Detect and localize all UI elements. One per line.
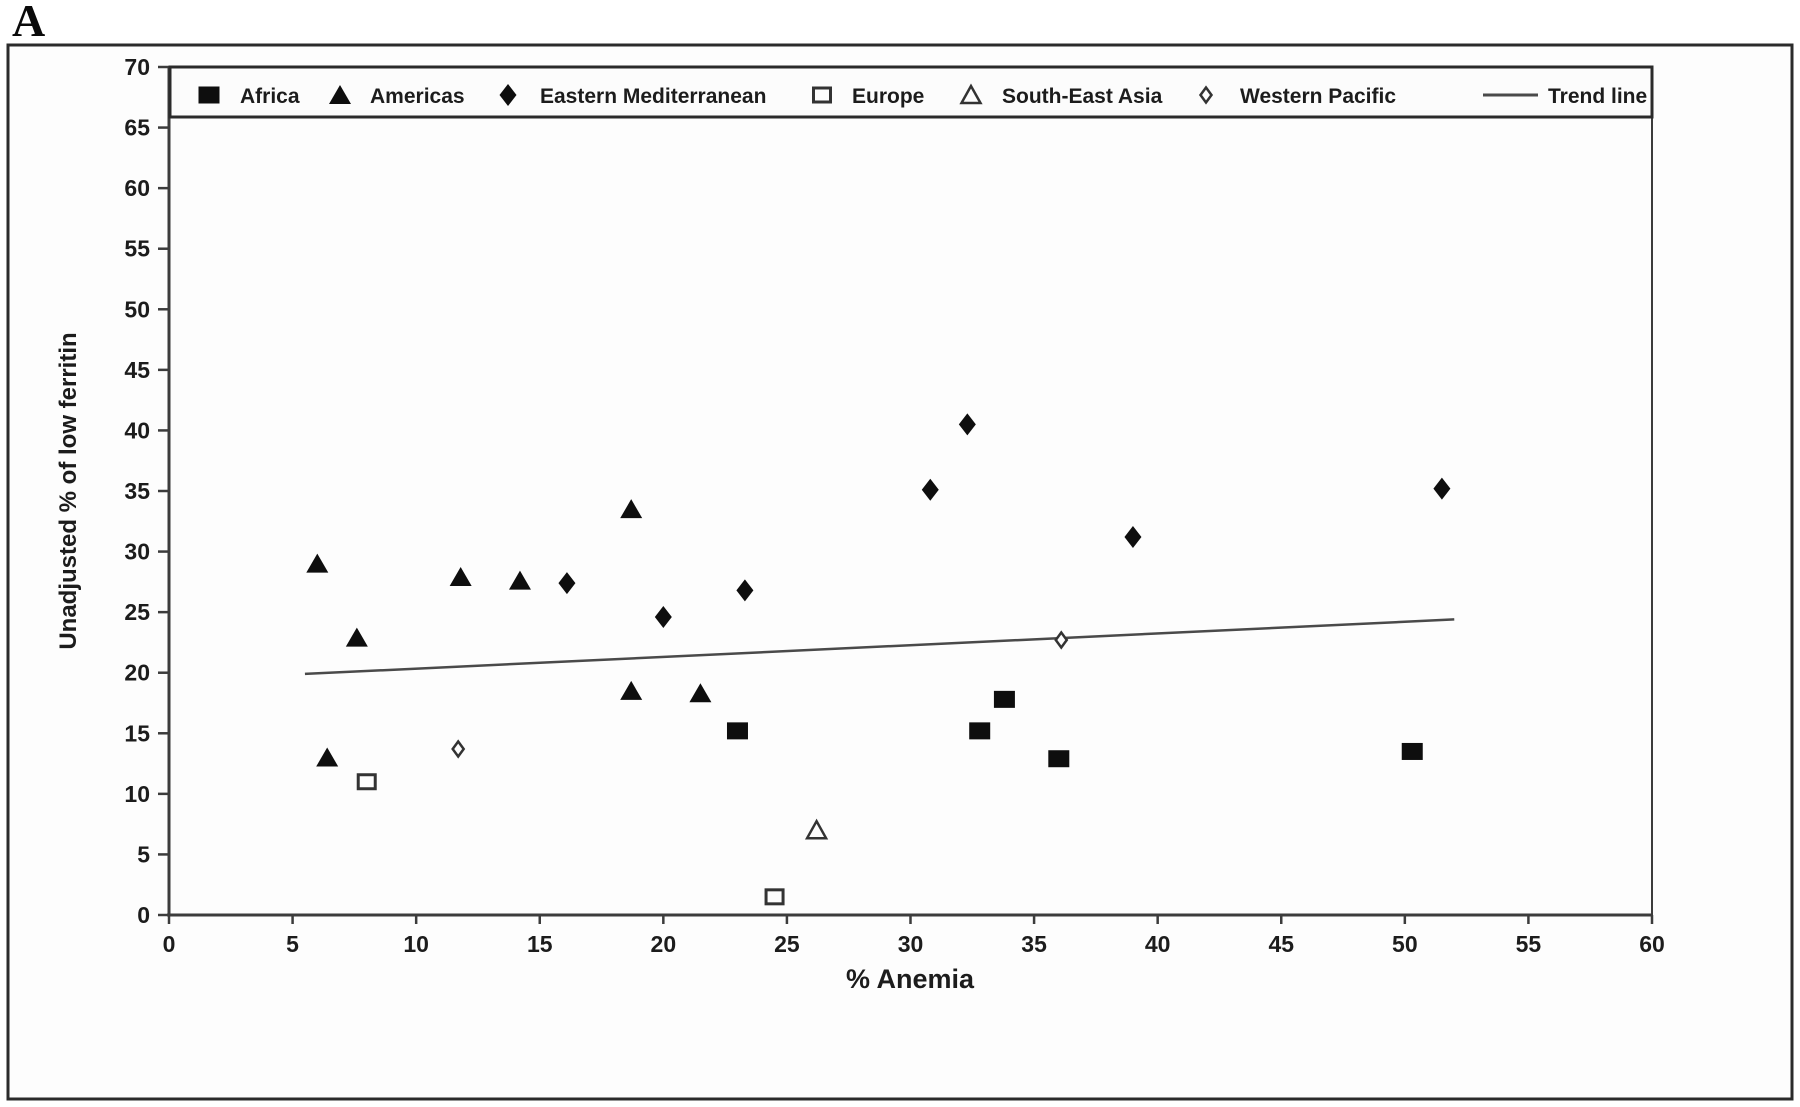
data-point	[508, 570, 531, 590]
x-tick-label: 45	[1268, 931, 1294, 957]
series-south-east-asia	[804, 818, 829, 840]
x-tick-label: 55	[1516, 931, 1542, 957]
data-point	[620, 680, 643, 700]
open-square-legend-icon	[812, 86, 832, 104]
data-point	[558, 572, 576, 595]
x-tick-label: 35	[1021, 931, 1047, 957]
data-point	[1054, 630, 1069, 650]
legend-items-group: Africa Americas Eastern Mediterranean Europ…	[198, 83, 1647, 108]
data-point	[764, 888, 785, 906]
data-point	[993, 690, 1015, 708]
data-point	[654, 605, 672, 628]
x-tick-label: 10	[403, 931, 429, 957]
y-tick-label: 45	[124, 357, 150, 383]
x-axis-title: % Anemia	[846, 964, 975, 994]
data-point	[1401, 742, 1423, 760]
open-diamond-legend-icon	[1198, 85, 1214, 105]
x-tick-label: 40	[1145, 931, 1171, 957]
y-tick-label: 65	[124, 115, 150, 141]
legend-label: South-East Asia	[1002, 85, 1163, 108]
data-point	[804, 818, 829, 840]
y-ticks-group: 0 5 10 15 20 25 30 35 40 45 50 55 60 65 70	[124, 54, 169, 928]
y-tick-label: 25	[124, 599, 150, 625]
trend-line	[304, 618, 1455, 676]
data-point	[1124, 526, 1142, 549]
y-tick-label: 50	[124, 296, 150, 322]
y-tick-label: 5	[137, 841, 150, 867]
legend-label: Eastern Mediterranean	[540, 85, 766, 108]
filled-triangle-legend-icon	[329, 85, 351, 104]
data-point	[969, 722, 991, 740]
y-tick-label: 70	[124, 54, 150, 80]
legend-label: Europe	[852, 85, 924, 108]
data-point	[1433, 477, 1451, 500]
x-tick-label: 50	[1392, 931, 1418, 957]
y-tick-label: 40	[124, 417, 150, 443]
filled-square-legend-icon	[198, 86, 220, 104]
series-africa	[726, 690, 1423, 768]
data-points-group	[306, 413, 1451, 906]
x-tick-label: 20	[651, 931, 677, 957]
data-point	[316, 747, 339, 767]
series-western-pacific	[451, 630, 1069, 759]
data-point	[449, 567, 472, 587]
y-axis-title: Unadjusted % of low ferritin	[55, 332, 82, 649]
y-tick-label: 10	[124, 781, 150, 807]
data-point	[306, 553, 329, 573]
open-triangle-legend-icon	[959, 83, 983, 105]
y-tick-label: 35	[124, 478, 150, 504]
x-ticks-group: 0 5 10 15 20 25 30 35 40 45 50 55 60	[163, 915, 1665, 957]
series-americas	[306, 499, 712, 767]
y-tick-label: 30	[124, 539, 150, 565]
legend: Africa Americas Eastern Mediterranean Europ…	[168, 65, 1654, 119]
data-point	[1048, 750, 1070, 768]
x-tick-label: 15	[527, 931, 553, 957]
x-axis: 0 5 10 15 20 25 30 35 40 45 50 55 60 % Anemia	[163, 913, 1665, 994]
data-point	[451, 739, 466, 759]
panel-label: A	[12, 0, 46, 46]
x-tick-label: 0	[163, 931, 176, 957]
data-point	[689, 683, 712, 703]
data-point	[921, 478, 939, 501]
series-eastern-mediterranean	[558, 413, 1451, 628]
x-tick-label: 5	[286, 931, 299, 957]
data-point	[736, 579, 754, 602]
x-tick-label: 25	[774, 931, 800, 957]
y-tick-label: 60	[124, 175, 150, 201]
legend-label: Trend line	[1548, 85, 1647, 108]
y-tick-label: 55	[124, 236, 150, 262]
y-tick-label: 0	[137, 902, 150, 928]
filled-diamond-legend-icon	[499, 84, 517, 106]
series-europe	[356, 773, 785, 906]
x-tick-label: 60	[1639, 931, 1665, 957]
legend-label: Americas	[370, 85, 465, 108]
y-tick-label: 15	[124, 720, 150, 746]
legend-label: Western Pacific	[1240, 85, 1396, 108]
x-tick-label: 30	[898, 931, 924, 957]
legend-box	[168, 65, 1654, 119]
figure-border	[6, 43, 1794, 1101]
data-point	[356, 773, 377, 791]
data-point	[620, 499, 643, 519]
data-point	[726, 722, 748, 740]
data-point	[958, 413, 976, 436]
y-tick-label: 20	[124, 660, 150, 686]
y-axis: 0 5 10 15 20 25 30 35 40 45 50 55 60 65 70 Unadjusted …	[55, 54, 171, 928]
legend-label: Africa	[240, 85, 300, 108]
data-point	[345, 627, 368, 647]
